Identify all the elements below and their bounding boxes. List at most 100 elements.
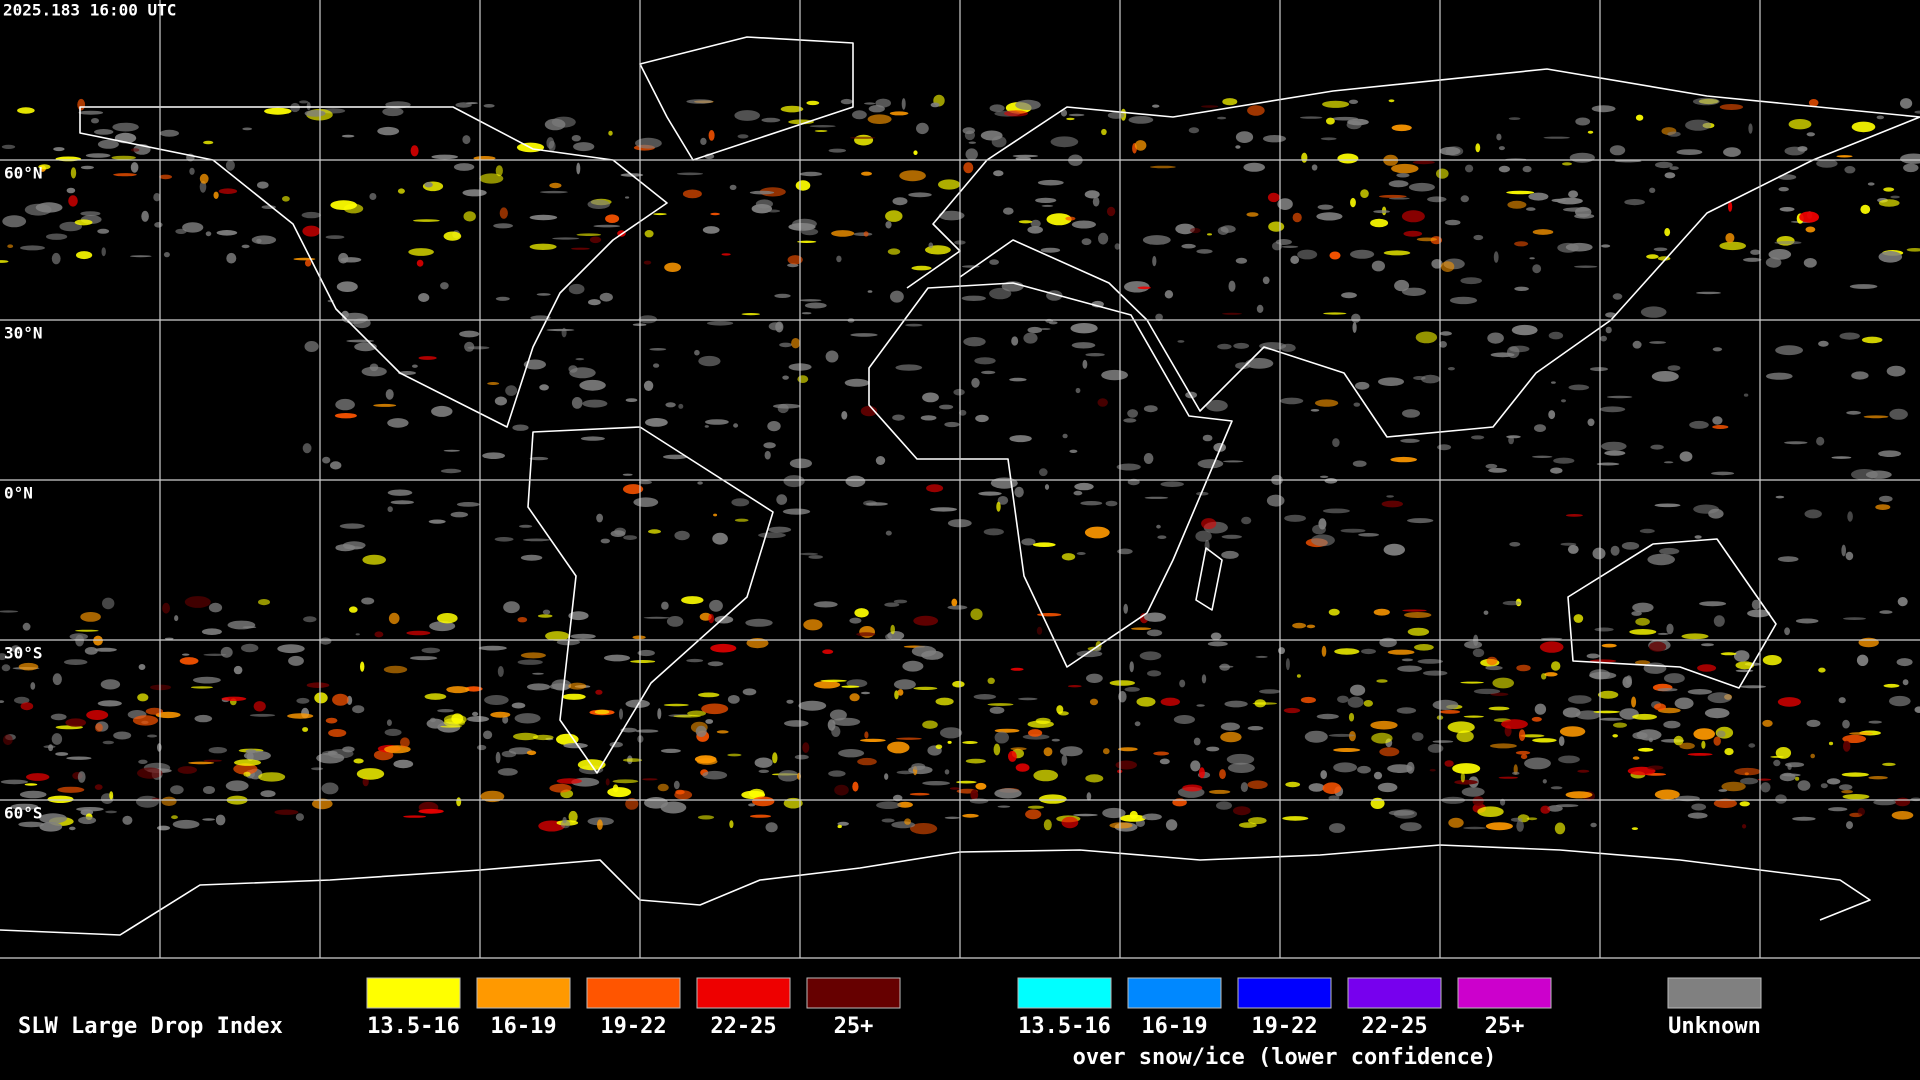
cloud-pixel bbox=[571, 247, 590, 250]
cloud-pixel bbox=[893, 599, 908, 604]
cloud-pixel bbox=[605, 214, 620, 223]
cloud-pixel bbox=[1175, 223, 1195, 235]
cloud-pixel bbox=[1502, 600, 1522, 606]
cloud-pixel bbox=[1403, 230, 1423, 237]
cloud-pixel bbox=[653, 213, 667, 216]
cloud-pixel bbox=[1383, 543, 1406, 556]
cloud-pixel bbox=[841, 411, 848, 420]
cloud-pixel bbox=[1043, 819, 1052, 831]
cloud-pixel bbox=[595, 689, 603, 695]
legend-swatch bbox=[1127, 977, 1222, 1009]
cloud-pixel bbox=[479, 173, 504, 184]
cloud-pixel bbox=[234, 759, 261, 766]
cloud-pixel bbox=[1205, 399, 1228, 412]
cloud-pixel bbox=[1361, 648, 1376, 655]
cloud-pixel bbox=[182, 222, 204, 233]
cloud-layer bbox=[0, 94, 1920, 835]
cloud-pixel bbox=[1103, 748, 1110, 755]
cloud-pixel bbox=[1070, 323, 1098, 334]
cloud-pixel bbox=[157, 825, 170, 831]
cloud-pixel bbox=[1198, 767, 1205, 779]
cloud-pixel bbox=[1498, 776, 1518, 779]
cloud-pixel bbox=[1404, 612, 1432, 618]
cloud-pixel bbox=[1134, 140, 1147, 151]
cloud-pixel bbox=[1663, 461, 1674, 464]
cloud-pixel bbox=[1612, 293, 1623, 300]
cloud-pixel bbox=[1208, 789, 1231, 794]
cloud-pixel bbox=[1515, 750, 1531, 755]
cloud-pixel bbox=[1118, 747, 1138, 752]
cloud-pixel bbox=[625, 798, 639, 810]
cloud-pixel bbox=[665, 402, 676, 408]
cloud-pixel bbox=[84, 647, 98, 655]
cloud-pixel bbox=[325, 717, 338, 724]
cloud-pixel bbox=[1719, 104, 1744, 110]
cloud-pixel bbox=[1381, 500, 1404, 508]
cloud-pixel bbox=[1454, 779, 1478, 785]
cloud-pixel bbox=[1601, 244, 1611, 248]
cloud-pixel bbox=[1373, 608, 1390, 616]
cloud-pixel bbox=[1828, 807, 1848, 812]
cloud-pixel bbox=[940, 727, 963, 739]
cloud-pixel bbox=[814, 130, 828, 132]
cloud-pixel bbox=[321, 782, 339, 795]
cloud-pixel bbox=[983, 528, 1004, 536]
cloud-pixel bbox=[305, 259, 312, 267]
cloud-pixel bbox=[1334, 648, 1360, 655]
cloud-pixel bbox=[1235, 131, 1254, 144]
cloud-pixel bbox=[1540, 637, 1563, 640]
cloud-pixel bbox=[304, 110, 326, 117]
cloud-pixel bbox=[1713, 615, 1725, 627]
cloud-pixel bbox=[1206, 746, 1220, 752]
cloud-pixel bbox=[798, 700, 827, 711]
legend: 13.5-16 16-19 19-22 22-25 25+ 13.5-16 16-19 19-… bbox=[366, 977, 1762, 1070]
cloud-pixel bbox=[1350, 249, 1375, 259]
cloud-pixel bbox=[884, 602, 900, 607]
cloud-pixel bbox=[803, 619, 823, 631]
cloud-pixel bbox=[981, 370, 996, 375]
cloud-pixel bbox=[708, 130, 715, 141]
cloud-pixel bbox=[1321, 645, 1327, 657]
cloud-pixel bbox=[1516, 820, 1524, 832]
cloud-pixel bbox=[1704, 708, 1730, 719]
cloud-pixel bbox=[1770, 755, 1784, 758]
cloud-pixel bbox=[994, 788, 1022, 799]
cloud-pixel bbox=[661, 601, 669, 610]
cloud-pixel bbox=[386, 719, 392, 726]
cloud-pixel bbox=[1201, 518, 1217, 530]
cloud-pixel bbox=[758, 769, 770, 773]
cloud-pixel bbox=[1589, 671, 1617, 680]
cloud-pixel bbox=[478, 645, 507, 651]
cloud-pixel bbox=[1383, 250, 1411, 256]
cloud-pixel bbox=[1779, 207, 1795, 212]
cloud-pixel bbox=[342, 541, 366, 550]
cloud-pixel bbox=[1431, 259, 1443, 269]
cloud-pixel bbox=[1415, 331, 1438, 344]
cloud-pixel bbox=[503, 601, 520, 614]
cloud-pixel bbox=[1816, 159, 1838, 168]
cloud-pixel bbox=[1735, 661, 1755, 670]
cloud-pixel bbox=[608, 130, 613, 136]
cloud-pixel bbox=[482, 452, 505, 460]
cloud-pixel bbox=[181, 653, 190, 656]
cloud-pixel bbox=[1129, 661, 1134, 673]
cloud-pixel bbox=[971, 377, 980, 388]
cloud-pixel bbox=[1123, 418, 1137, 423]
cloud-pixel bbox=[891, 821, 916, 829]
cloud-pixel bbox=[1762, 655, 1782, 666]
cloud-pixel bbox=[1379, 747, 1400, 757]
cloud-pixel bbox=[1689, 420, 1709, 429]
cloud-pixel bbox=[1388, 197, 1410, 200]
cloud-pixel bbox=[939, 404, 954, 410]
cloud-pixel bbox=[18, 821, 45, 828]
cloud-pixel bbox=[885, 210, 903, 222]
cloud-pixel bbox=[1787, 763, 1792, 770]
cloud-pixel bbox=[1388, 99, 1395, 103]
cloud-pixel bbox=[1182, 784, 1203, 792]
cloud-pixel bbox=[1073, 813, 1098, 817]
cloud-pixel bbox=[1127, 409, 1138, 418]
cloud-pixel bbox=[989, 104, 1005, 112]
cloud-pixel bbox=[1693, 504, 1719, 514]
cloud-pixel bbox=[1402, 409, 1420, 418]
cloud-pixel bbox=[1534, 703, 1547, 715]
